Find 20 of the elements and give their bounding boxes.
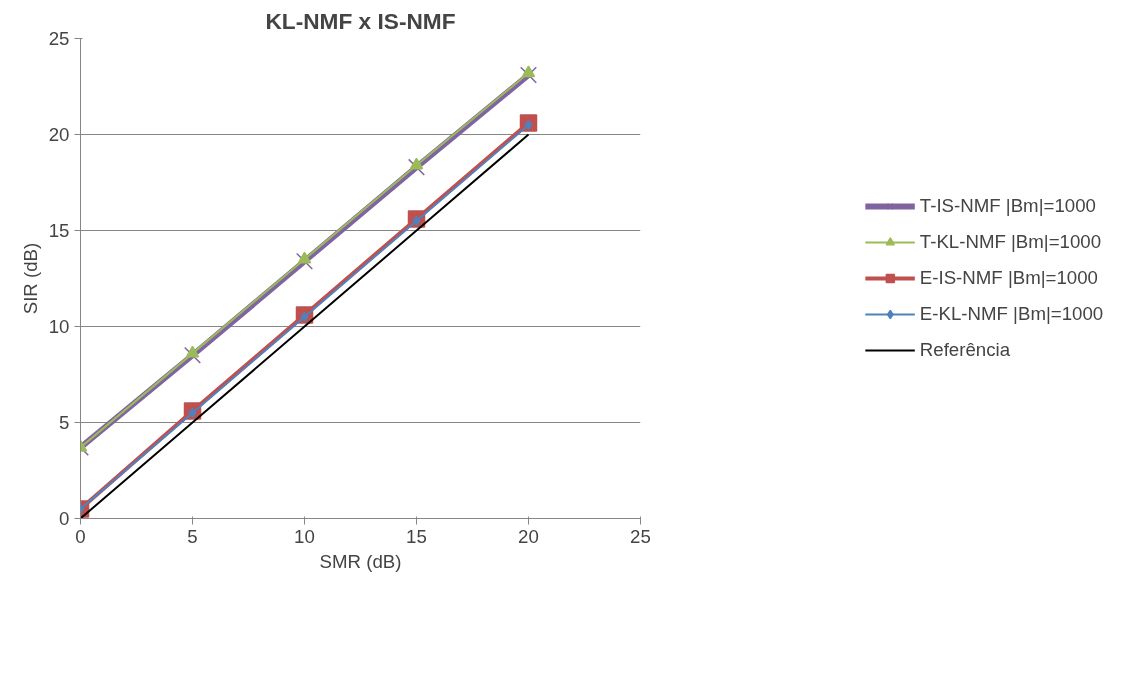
legend-label: E-IS-NMF |Bm|=1000 [919, 267, 1098, 289]
y-tick-label: 20 [48, 124, 70, 145]
x-tick-label: 5 [187, 525, 198, 547]
y-tick-label: 25 [48, 28, 70, 49]
y-tick-label: 0 [59, 508, 70, 529]
x-tick-label: 15 [406, 525, 427, 547]
y-axis-title: SIR (dB) [19, 242, 41, 315]
y-tick-label: 5 [59, 412, 70, 433]
x-axis-title: SMR (dB) [319, 550, 402, 572]
x-tick-label: 20 [518, 525, 539, 547]
legend-label: Referência [919, 339, 1011, 361]
legend-label: E-KL-NMF |Bm|=1000 [919, 303, 1104, 325]
y-tick-label: 15 [48, 220, 70, 241]
y-tick-label: 10 [48, 316, 70, 337]
x-tick-label: 25 [630, 525, 651, 547]
x-tick-label: 0 [75, 525, 86, 547]
x-tick-label: 10 [294, 525, 315, 547]
legend-label: T-KL-NMF |Bm|=1000 [919, 231, 1102, 253]
chart-title: KL-NMF x IS-NMF [265, 7, 456, 34]
legend-label: T-IS-NMF |Bm|=1000 [919, 195, 1096, 217]
